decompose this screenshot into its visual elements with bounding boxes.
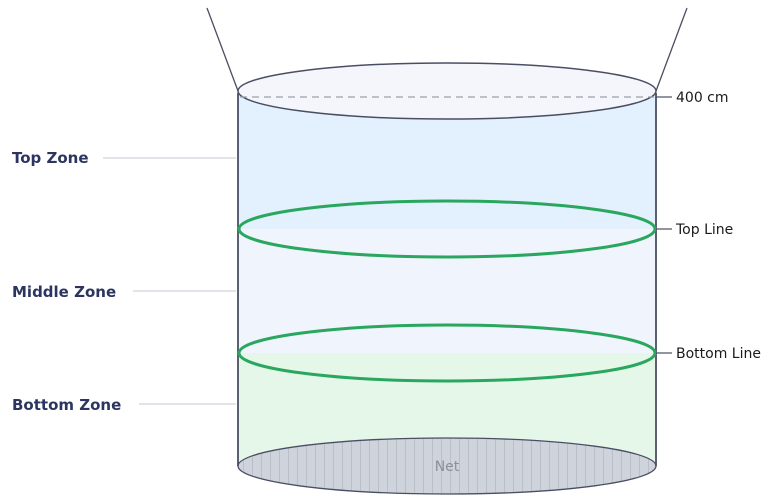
bottom-line-label: Bottom Line <box>676 346 761 362</box>
middle-zone-label: Middle Zone <box>12 283 116 301</box>
bottom-line-ring <box>237 323 657 383</box>
top-line-ring <box>237 199 657 259</box>
right-suspension-line <box>655 7 688 92</box>
height-label: 400 cm <box>676 90 729 106</box>
top-rim <box>237 62 657 120</box>
net <box>237 437 657 495</box>
top-zone-label: Top Zone <box>12 149 89 167</box>
top-line-label: Top Line <box>675 222 733 238</box>
net-label: Net <box>435 459 460 475</box>
bottom-zone-label: Bottom Zone <box>12 396 121 414</box>
left-suspension-line <box>206 7 239 92</box>
